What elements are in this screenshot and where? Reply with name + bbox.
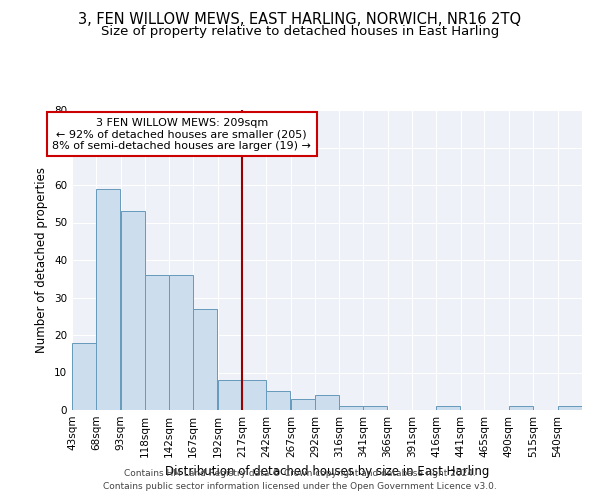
Bar (193, 308, 217, 410)
Bar (266, 391, 290, 410)
Bar (436, 406, 460, 410)
Text: Contains public sector information licensed under the Open Government Licence v3: Contains public sector information licen… (103, 482, 497, 491)
Bar (291, 399, 315, 410)
Bar (339, 406, 362, 410)
Y-axis label: Number of detached properties: Number of detached properties (35, 167, 49, 353)
Bar (145, 275, 169, 410)
Bar (121, 211, 145, 410)
Text: 3, FEN WILLOW MEWS, EAST HARLING, NORWICH, NR16 2TQ: 3, FEN WILLOW MEWS, EAST HARLING, NORWIC… (79, 12, 521, 28)
Text: Size of property relative to detached houses in East Harling: Size of property relative to detached ho… (101, 25, 499, 38)
Bar (97, 188, 121, 410)
Bar (242, 380, 266, 410)
Text: Contains HM Land Registry data © Crown copyright and database right 2024.: Contains HM Land Registry data © Crown c… (124, 468, 476, 477)
Bar (509, 406, 533, 410)
Bar (169, 275, 193, 410)
Text: 3 FEN WILLOW MEWS: 209sqm  
← 92% of detached houses are smaller (205)
8% of sem: 3 FEN WILLOW MEWS: 209sqm ← 92% of detac… (52, 118, 311, 150)
Bar (557, 406, 581, 410)
Bar (72, 342, 96, 410)
Bar (218, 380, 242, 410)
Bar (363, 406, 387, 410)
X-axis label: Distribution of detached houses by size in East Harling: Distribution of detached houses by size … (165, 466, 489, 478)
Bar (315, 395, 339, 410)
